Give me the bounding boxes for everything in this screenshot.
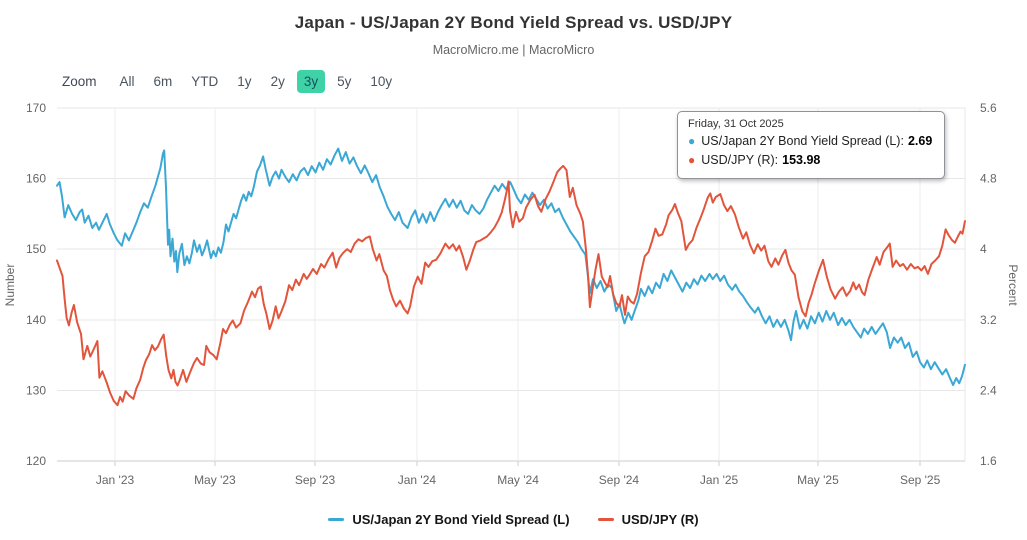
x-tick-label: Sep '25 — [900, 473, 941, 487]
line-swatch-icon — [328, 518, 345, 521]
series-dot-icon: ● — [688, 134, 696, 148]
tooltip-series-label: USD/JPY (R): — [701, 152, 779, 167]
tooltip-row-spread: ● US/Japan 2Y Bond Yield Spread (L): 2.69 — [688, 132, 932, 151]
range-button-3y[interactable]: 3y — [296, 70, 326, 93]
chart-legend: US/Japan 2Y Bond Yield Spread (L) USD/JP… — [0, 512, 1027, 527]
range-button-ytd[interactable]: YTD — [184, 70, 225, 93]
y-tick-label-left: 120 — [26, 454, 46, 468]
x-tick-label: Jan '25 — [700, 473, 739, 487]
y-tick-label-left: 160 — [26, 172, 46, 186]
x-tick-label: Sep '24 — [599, 473, 640, 487]
x-tick-label: Sep '23 — [295, 473, 336, 487]
zoom-label: Zoom — [62, 74, 97, 89]
range-button-1y[interactable]: 1y — [230, 70, 258, 93]
tooltip-date: Friday, 31 Oct 2025 — [688, 118, 784, 130]
range-button-10y[interactable]: 10y — [363, 70, 399, 93]
series-dot-icon: ● — [688, 152, 696, 167]
range-button-2y[interactable]: 2y — [264, 70, 292, 93]
page-subtitle: MacroMicro.me | MacroMicro — [432, 43, 595, 57]
tooltip-series-label: US/Japan 2Y Bond Yield Spread (L): — [701, 134, 904, 148]
y-tick-label-right: 4 — [980, 242, 987, 256]
y-tick-label-right: 4.8 — [980, 172, 997, 186]
y-tick-label-right: 2.4 — [980, 383, 997, 397]
page-title: Japan - US/Japan 2Y Bond Yield Spread vs… — [294, 13, 733, 32]
legend-label: US/Japan 2Y Bond Yield Spread (L) — [352, 512, 570, 527]
legend-item-spread[interactable]: US/Japan 2Y Bond Yield Spread (L) — [328, 512, 570, 527]
tooltip-row-usdjpy: ● USD/JPY (R): 153.98 — [688, 151, 932, 170]
left-axis-title: Number — [3, 264, 17, 307]
x-tick-label: Jan '23 — [96, 473, 135, 487]
line-swatch-icon — [597, 518, 614, 521]
x-tick-label: May '23 — [194, 473, 236, 487]
legend-item-usdjpy[interactable]: USD/JPY (R) — [597, 512, 699, 527]
x-tick-label: Jan '24 — [398, 473, 437, 487]
range-selector-toolbar: Zoom All 6m YTD 1y 2y 3y 5y 10y — [62, 70, 404, 93]
tooltip-series-value: 2.69 — [907, 134, 933, 148]
tooltip-series-value: 153.98 — [782, 152, 821, 167]
y-tick-label-left: 130 — [26, 383, 46, 397]
y-tick-label-left: 150 — [26, 242, 46, 256]
range-button-6m[interactable]: 6m — [147, 70, 180, 93]
y-tick-label-right: 3.2 — [980, 313, 997, 327]
series-line-usdjpy — [56, 164, 966, 407]
x-tick-label: May '24 — [497, 473, 539, 487]
x-tick-label: May '25 — [797, 473, 839, 487]
right-axis-title: Percent — [1006, 264, 1020, 306]
chart-tooltip: Friday, 31 Oct 2025 ● US/Japan 2Y Bond Yi… — [677, 111, 946, 179]
range-button-5y[interactable]: 5y — [330, 70, 358, 93]
legend-label: USD/JPY (R) — [621, 512, 699, 527]
y-tick-label-right: 5.6 — [980, 101, 997, 115]
y-tick-label-left: 140 — [26, 313, 46, 327]
y-tick-label-right: 1.6 — [980, 454, 997, 468]
y-tick-label-left: 170 — [26, 101, 46, 115]
series-line-spread — [56, 147, 966, 387]
range-button-all[interactable]: All — [113, 70, 142, 93]
